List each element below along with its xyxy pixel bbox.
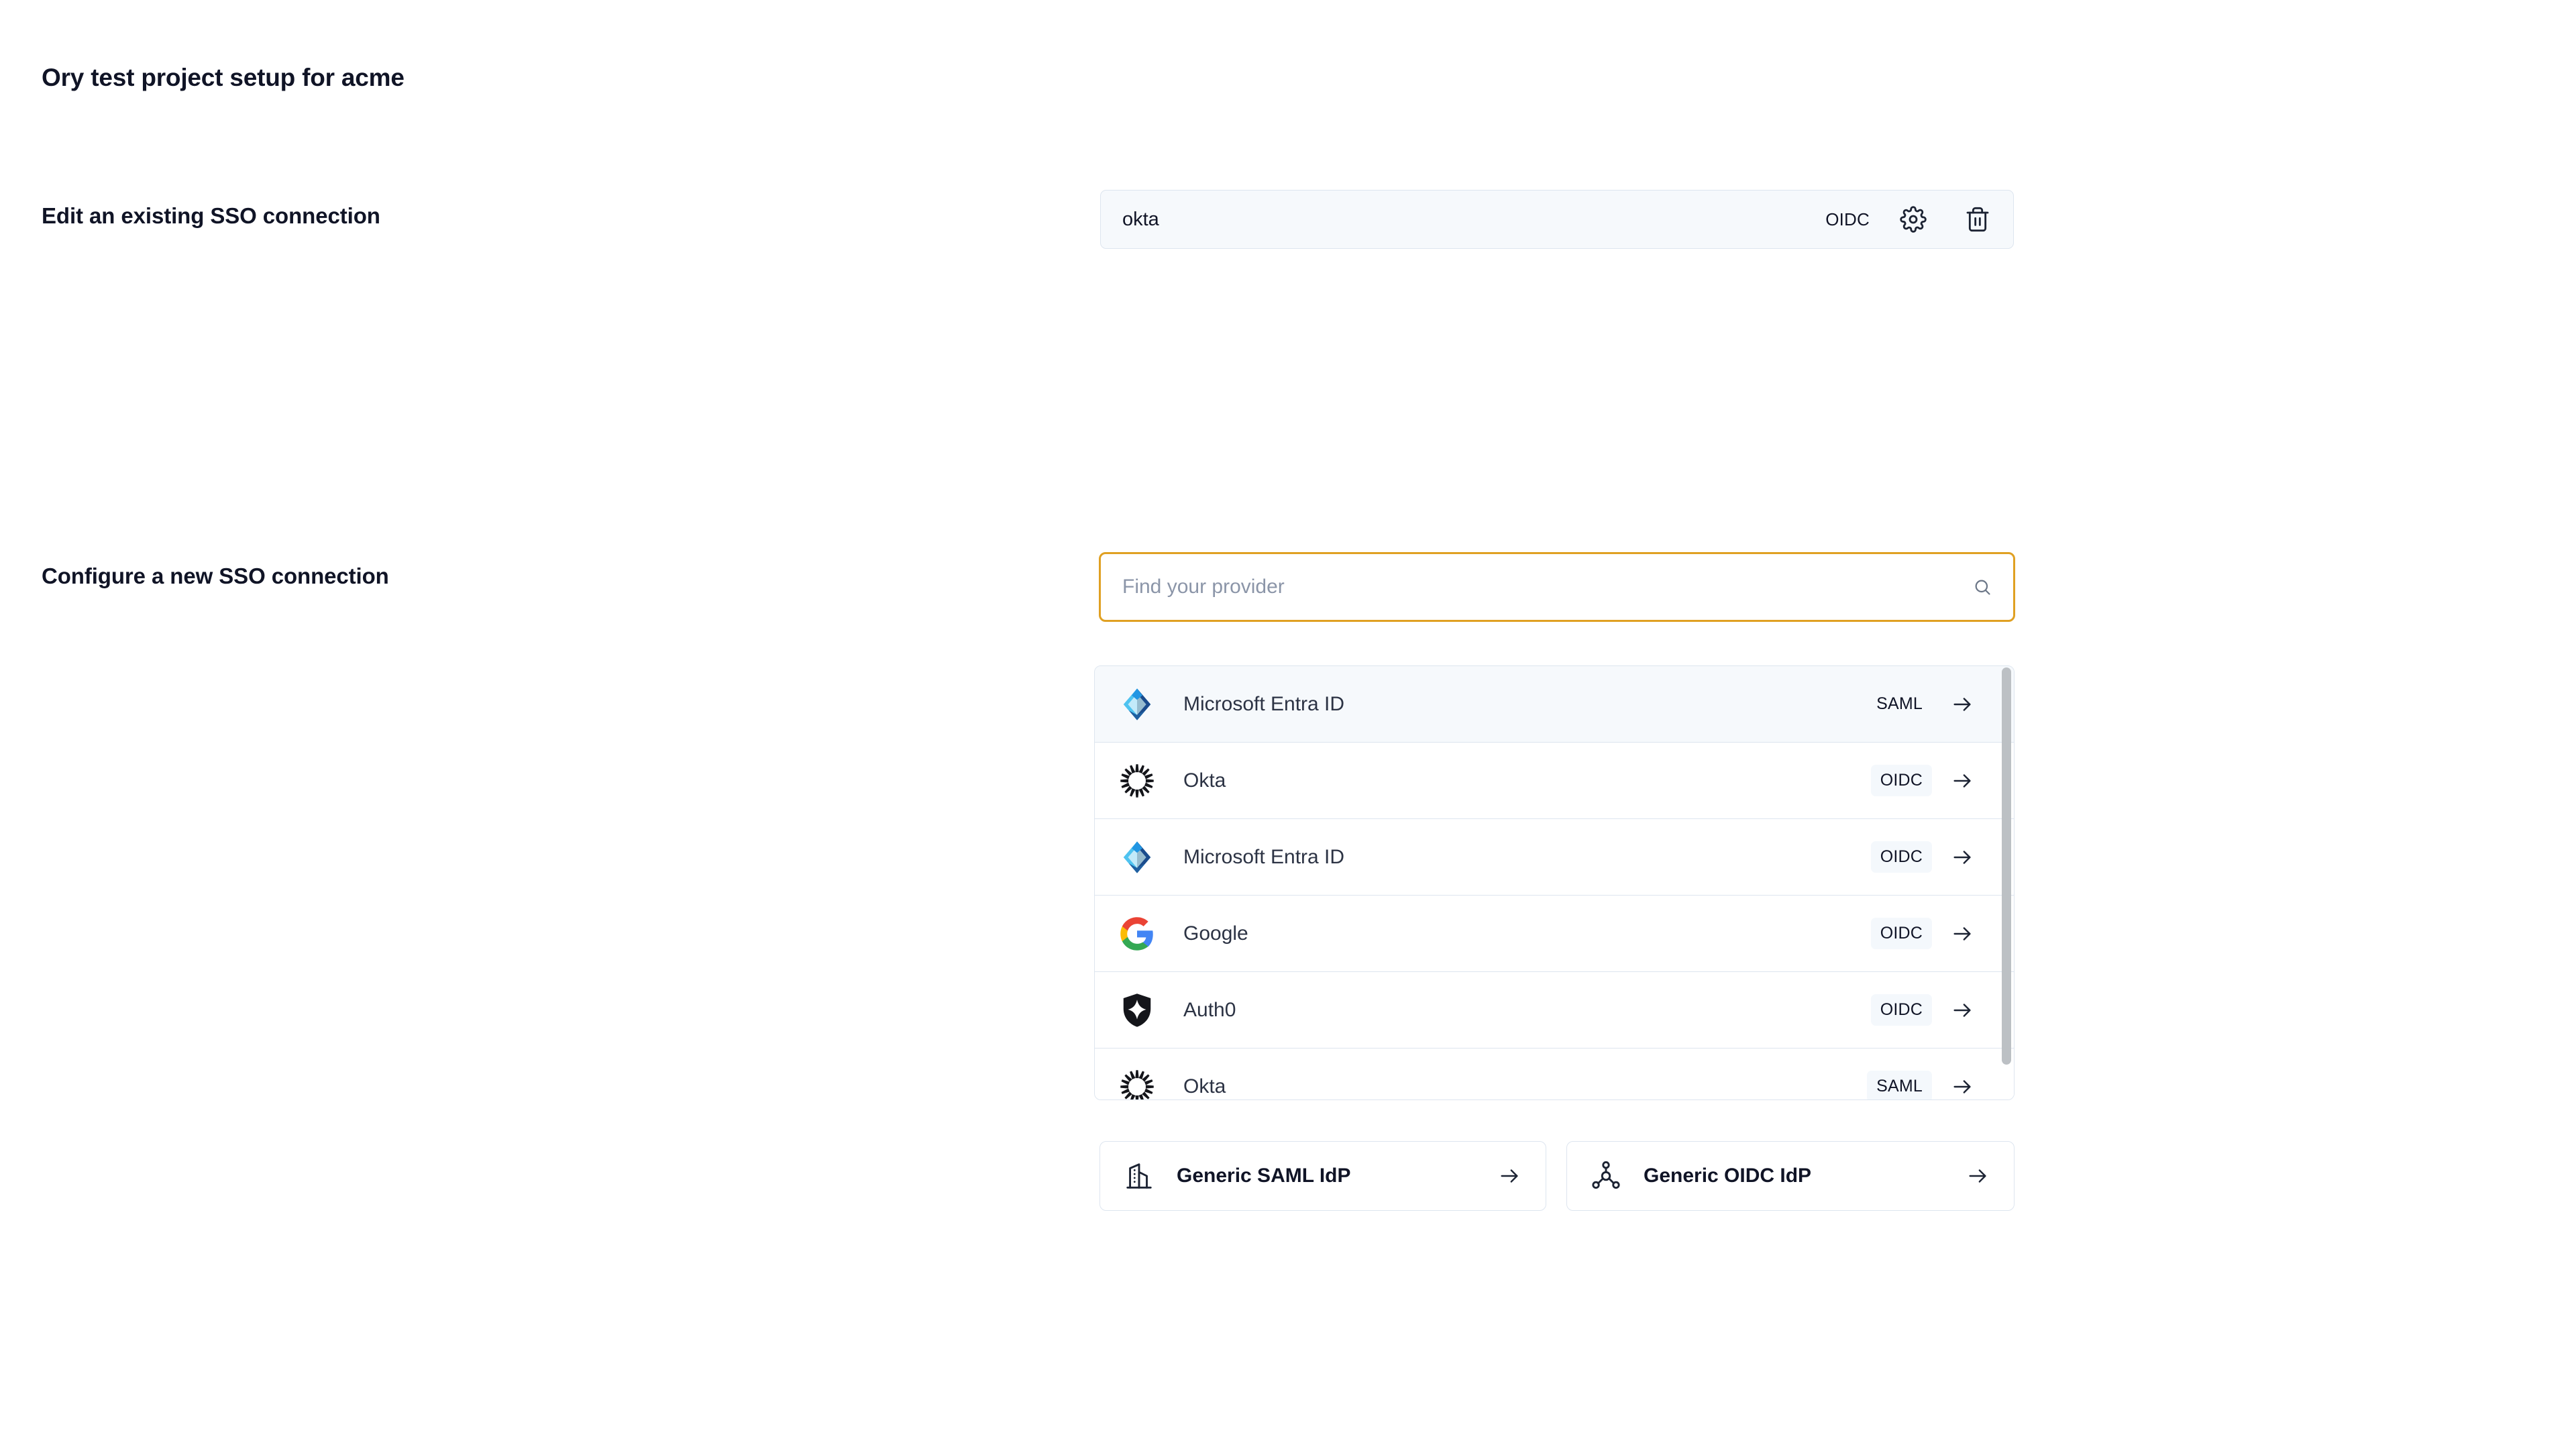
provider-row[interactable]: Auth0 OIDC	[1095, 972, 2014, 1049]
provider-name: Okta	[1183, 1075, 1226, 1097]
provider-row[interactable]: Microsoft Entra ID OIDC	[1095, 819, 2014, 896]
auth0-logo	[1116, 989, 1158, 1031]
provider-protocol-badge: SAML	[1867, 1071, 1932, 1099]
provider-protocol-badge: OIDC	[1870, 918, 1932, 949]
provider-dropdown-list[interactable]: Microsoft Entra ID SAML	[1094, 665, 2015, 1100]
network-hub-icon	[1587, 1157, 1625, 1195]
provider-protocol-badge: OIDC	[1870, 994, 1932, 1026]
search-input[interactable]	[1122, 576, 1969, 598]
microsoft-entra-id-logo	[1116, 684, 1158, 725]
google-logo	[1116, 913, 1158, 955]
provider-row[interactable]: Google OIDC	[1095, 896, 2014, 972]
provider-list-scrollbar-thumb[interactable]	[2002, 667, 2011, 1065]
connection-protocol-label: OIDC	[1825, 209, 1870, 229]
provider-search-field[interactable]	[1099, 552, 2015, 622]
provider-protocol-badge: OIDC	[1870, 765, 1932, 796]
provider-name: Microsoft Entra ID	[1183, 692, 1345, 715]
provider-list-scroll-area[interactable]: Microsoft Entra ID SAML	[1095, 666, 2014, 1099]
provider-row[interactable]: Okta SAML	[1095, 1049, 2014, 1099]
okta-logo	[1116, 760, 1158, 802]
provider-name: Okta	[1183, 769, 1226, 792]
arrow-right-icon[interactable]	[1944, 1069, 1980, 1100]
page-title: Ory test project setup for acme	[42, 64, 405, 91]
edit-connection-section-label: Edit an existing SSO connection	[42, 203, 380, 228]
microsoft-entra-id-logo	[1116, 837, 1158, 878]
arrow-right-icon[interactable]	[1944, 916, 1980, 952]
search-icon[interactable]	[1969, 574, 1996, 600]
provider-protocol-badge: SAML	[1876, 694, 1923, 713]
okta-logo	[1116, 1066, 1158, 1099]
generic-oidc-idp-label: Generic OIDC IdP	[1644, 1165, 1812, 1187]
configure-connection-section-label: Configure a new SSO connection	[42, 564, 389, 588]
generic-saml-idp-button[interactable]: Generic SAML IdP	[1099, 1141, 1546, 1211]
existing-connection-row[interactable]: okta OIDC	[1100, 190, 2014, 249]
generic-oidc-idp-button[interactable]: Generic OIDC IdP	[1566, 1141, 2015, 1211]
arrow-right-icon[interactable]	[1944, 839, 1980, 875]
provider-row[interactable]: Okta OIDC	[1095, 743, 2014, 819]
arrow-right-icon[interactable]	[1944, 686, 1980, 722]
connection-name: okta	[1122, 208, 1159, 230]
arrow-right-icon[interactable]	[1944, 992, 1980, 1028]
arrow-right-icon[interactable]	[1960, 1159, 1995, 1193]
gear-icon[interactable]	[1895, 201, 1931, 237]
trash-icon[interactable]	[1960, 201, 1996, 237]
provider-protocol-badge: OIDC	[1870, 841, 1932, 873]
building-icon	[1120, 1157, 1158, 1195]
provider-name: Microsoft Entra ID	[1183, 845, 1345, 868]
provider-name: Auth0	[1183, 998, 1236, 1021]
provider-row[interactable]: Microsoft Entra ID SAML	[1095, 666, 2014, 743]
arrow-right-icon[interactable]	[1492, 1159, 1527, 1193]
generic-saml-idp-label: Generic SAML IdP	[1177, 1165, 1351, 1187]
provider-name: Google	[1183, 922, 1248, 945]
arrow-right-icon[interactable]	[1944, 763, 1980, 799]
